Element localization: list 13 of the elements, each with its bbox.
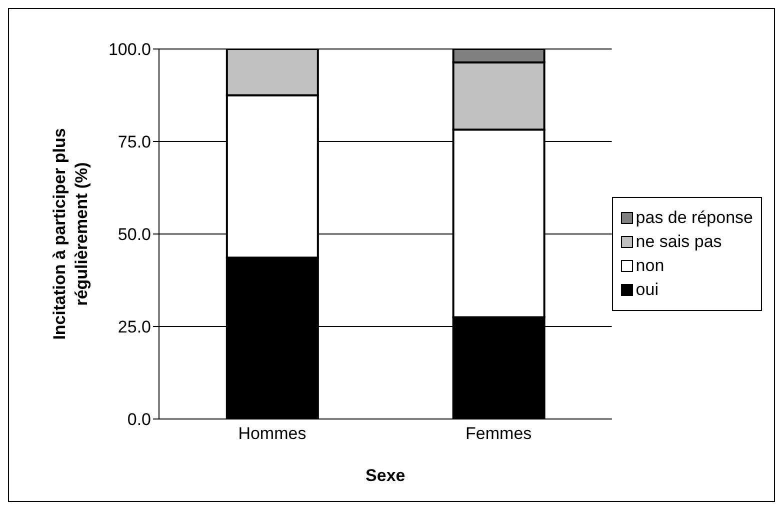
x-axis-title: Sexe	[366, 466, 406, 485]
y-axis-title: Incitation à participer plus régulièrement (%)	[50, 128, 91, 340]
y-tick-label: 25.0	[118, 318, 151, 337]
y-tick-label: 50.0	[118, 225, 151, 244]
y-tick-label: 0.0	[127, 410, 151, 430]
x-tick-label: Hommes	[238, 424, 306, 444]
legend-label: pas de réponse	[636, 208, 753, 228]
y-tick-label: 100.0	[108, 40, 151, 60]
legend-label: ne sais pas	[636, 232, 722, 252]
legend-label: oui	[636, 280, 658, 300]
legend-label: non	[636, 256, 664, 276]
x-tick-label: Femmes	[466, 424, 532, 444]
y-tick-label: 75.0	[118, 132, 151, 152]
